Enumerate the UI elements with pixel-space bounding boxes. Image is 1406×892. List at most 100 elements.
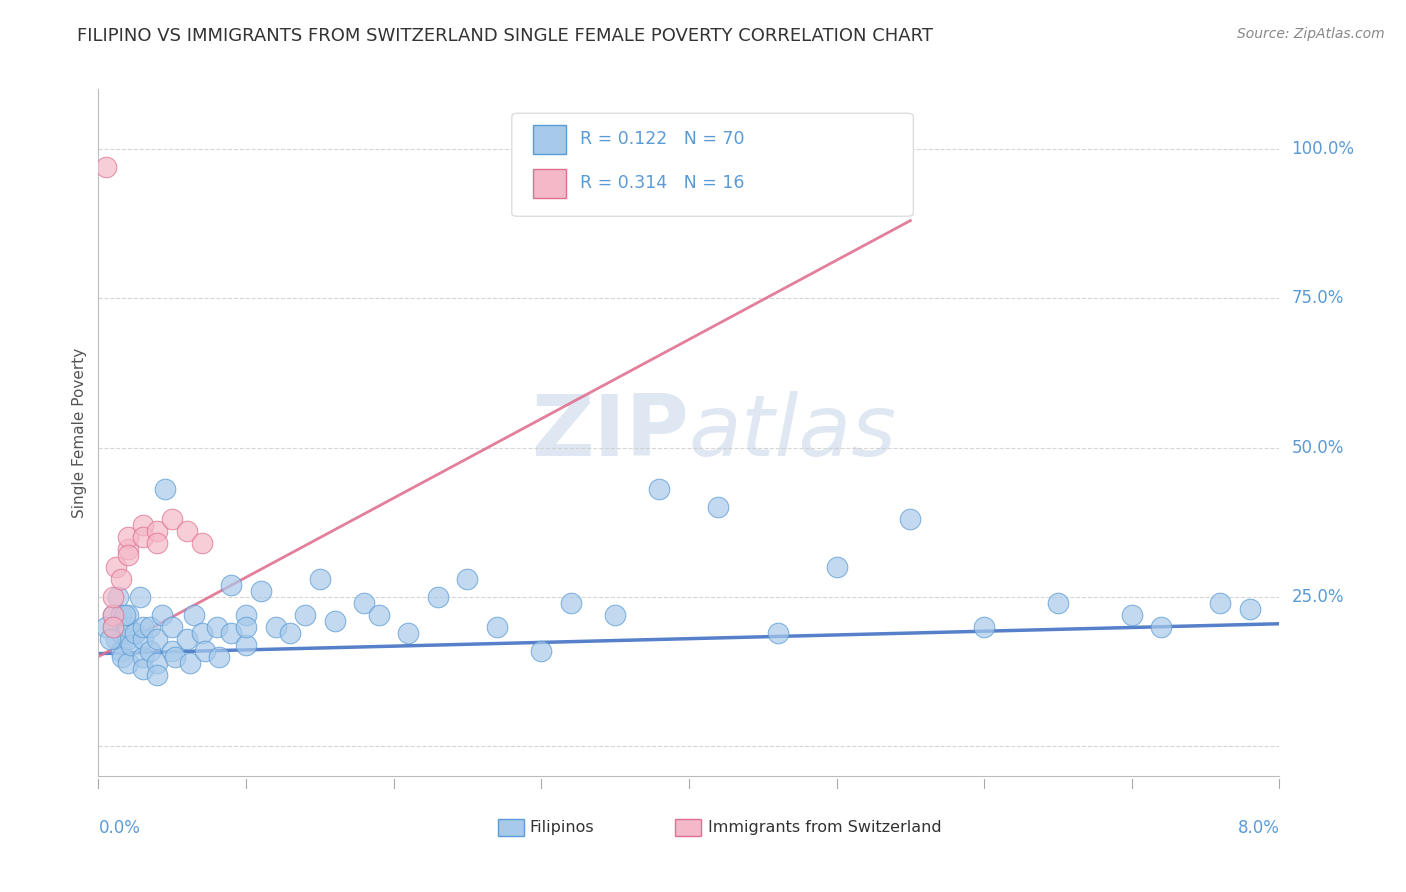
Point bbox=[103, 607, 125, 622]
Point bbox=[110, 643, 132, 657]
Point bbox=[294, 607, 316, 622]
Point bbox=[107, 590, 129, 604]
Text: ZIP: ZIP bbox=[531, 391, 689, 475]
Point bbox=[132, 661, 155, 675]
Point bbox=[235, 607, 257, 622]
Text: FILIPINO VS IMMIGRANTS FROM SWITZERLAND SINGLE FEMALE POVERTY CORRELATION CHART: FILIPINO VS IMMIGRANTS FROM SWITZERLAND … bbox=[77, 27, 934, 45]
Point bbox=[176, 632, 198, 646]
Point bbox=[766, 625, 789, 640]
Point bbox=[94, 620, 117, 634]
Point bbox=[457, 572, 479, 586]
Point bbox=[191, 536, 214, 550]
Point bbox=[280, 625, 302, 640]
Point bbox=[250, 583, 273, 598]
Point bbox=[309, 572, 332, 586]
Text: 100.0%: 100.0% bbox=[1291, 140, 1354, 158]
Point bbox=[117, 656, 139, 670]
Point bbox=[146, 632, 169, 646]
FancyBboxPatch shape bbox=[675, 819, 700, 837]
Point bbox=[153, 483, 176, 497]
Text: Source: ZipAtlas.com: Source: ZipAtlas.com bbox=[1237, 27, 1385, 41]
FancyBboxPatch shape bbox=[533, 125, 567, 153]
Point bbox=[117, 530, 139, 544]
Point bbox=[117, 632, 139, 646]
Point bbox=[900, 512, 922, 526]
Point bbox=[117, 548, 139, 562]
Point bbox=[132, 518, 155, 533]
Point bbox=[94, 160, 117, 174]
Point bbox=[110, 625, 132, 640]
FancyBboxPatch shape bbox=[498, 819, 523, 837]
Point bbox=[103, 607, 125, 622]
Text: atlas: atlas bbox=[689, 391, 897, 475]
Point bbox=[825, 560, 848, 574]
Point bbox=[1121, 607, 1143, 622]
Text: Immigrants from Switzerland: Immigrants from Switzerland bbox=[707, 820, 942, 835]
Point bbox=[973, 620, 995, 634]
Point bbox=[103, 620, 125, 634]
Point bbox=[179, 656, 201, 670]
Point bbox=[1046, 596, 1070, 610]
Point bbox=[605, 607, 627, 622]
Point bbox=[165, 649, 187, 664]
Point bbox=[162, 643, 183, 657]
Point bbox=[105, 560, 128, 574]
Point bbox=[194, 643, 217, 657]
Point bbox=[146, 536, 169, 550]
Point bbox=[707, 500, 730, 515]
Point bbox=[105, 632, 128, 646]
Point bbox=[560, 596, 582, 610]
Point bbox=[110, 572, 132, 586]
Point bbox=[132, 620, 155, 634]
Point bbox=[117, 542, 139, 557]
Text: Filipinos: Filipinos bbox=[530, 820, 595, 835]
Point bbox=[124, 625, 146, 640]
Point bbox=[139, 620, 162, 634]
Point bbox=[648, 483, 671, 497]
Point bbox=[132, 632, 155, 646]
Point bbox=[146, 656, 169, 670]
Point bbox=[162, 620, 183, 634]
Point bbox=[368, 607, 391, 622]
Point bbox=[103, 620, 125, 634]
Point bbox=[183, 607, 205, 622]
Point bbox=[1239, 602, 1261, 616]
Point bbox=[1209, 596, 1232, 610]
Y-axis label: Single Female Poverty: Single Female Poverty bbox=[72, 348, 87, 517]
Point bbox=[191, 625, 214, 640]
Point bbox=[120, 638, 142, 652]
Text: R = 0.314   N = 16: R = 0.314 N = 16 bbox=[581, 174, 745, 193]
Text: 8.0%: 8.0% bbox=[1237, 819, 1279, 837]
Text: 75.0%: 75.0% bbox=[1291, 289, 1344, 307]
Point bbox=[98, 632, 121, 646]
Point bbox=[235, 638, 257, 652]
Point bbox=[117, 620, 139, 634]
Point bbox=[353, 596, 375, 610]
Point bbox=[139, 643, 162, 657]
Point bbox=[111, 649, 134, 664]
Point bbox=[323, 614, 346, 628]
Point bbox=[486, 620, 509, 634]
Point bbox=[221, 625, 243, 640]
Point bbox=[132, 649, 155, 664]
Point bbox=[146, 667, 169, 681]
FancyBboxPatch shape bbox=[512, 113, 914, 216]
Point bbox=[103, 590, 125, 604]
Point bbox=[128, 590, 150, 604]
Point bbox=[117, 607, 139, 622]
Point bbox=[427, 590, 450, 604]
Point bbox=[150, 607, 173, 622]
Point bbox=[221, 578, 243, 592]
Text: R = 0.122   N = 70: R = 0.122 N = 70 bbox=[581, 130, 745, 148]
Point bbox=[132, 530, 155, 544]
Point bbox=[1150, 620, 1173, 634]
Point bbox=[208, 649, 231, 664]
FancyBboxPatch shape bbox=[533, 169, 567, 198]
Text: 50.0%: 50.0% bbox=[1291, 439, 1344, 457]
Point bbox=[114, 607, 136, 622]
Point bbox=[235, 620, 257, 634]
Point bbox=[146, 524, 169, 538]
Point bbox=[264, 620, 287, 634]
Point bbox=[176, 524, 198, 538]
Text: 25.0%: 25.0% bbox=[1291, 588, 1344, 606]
